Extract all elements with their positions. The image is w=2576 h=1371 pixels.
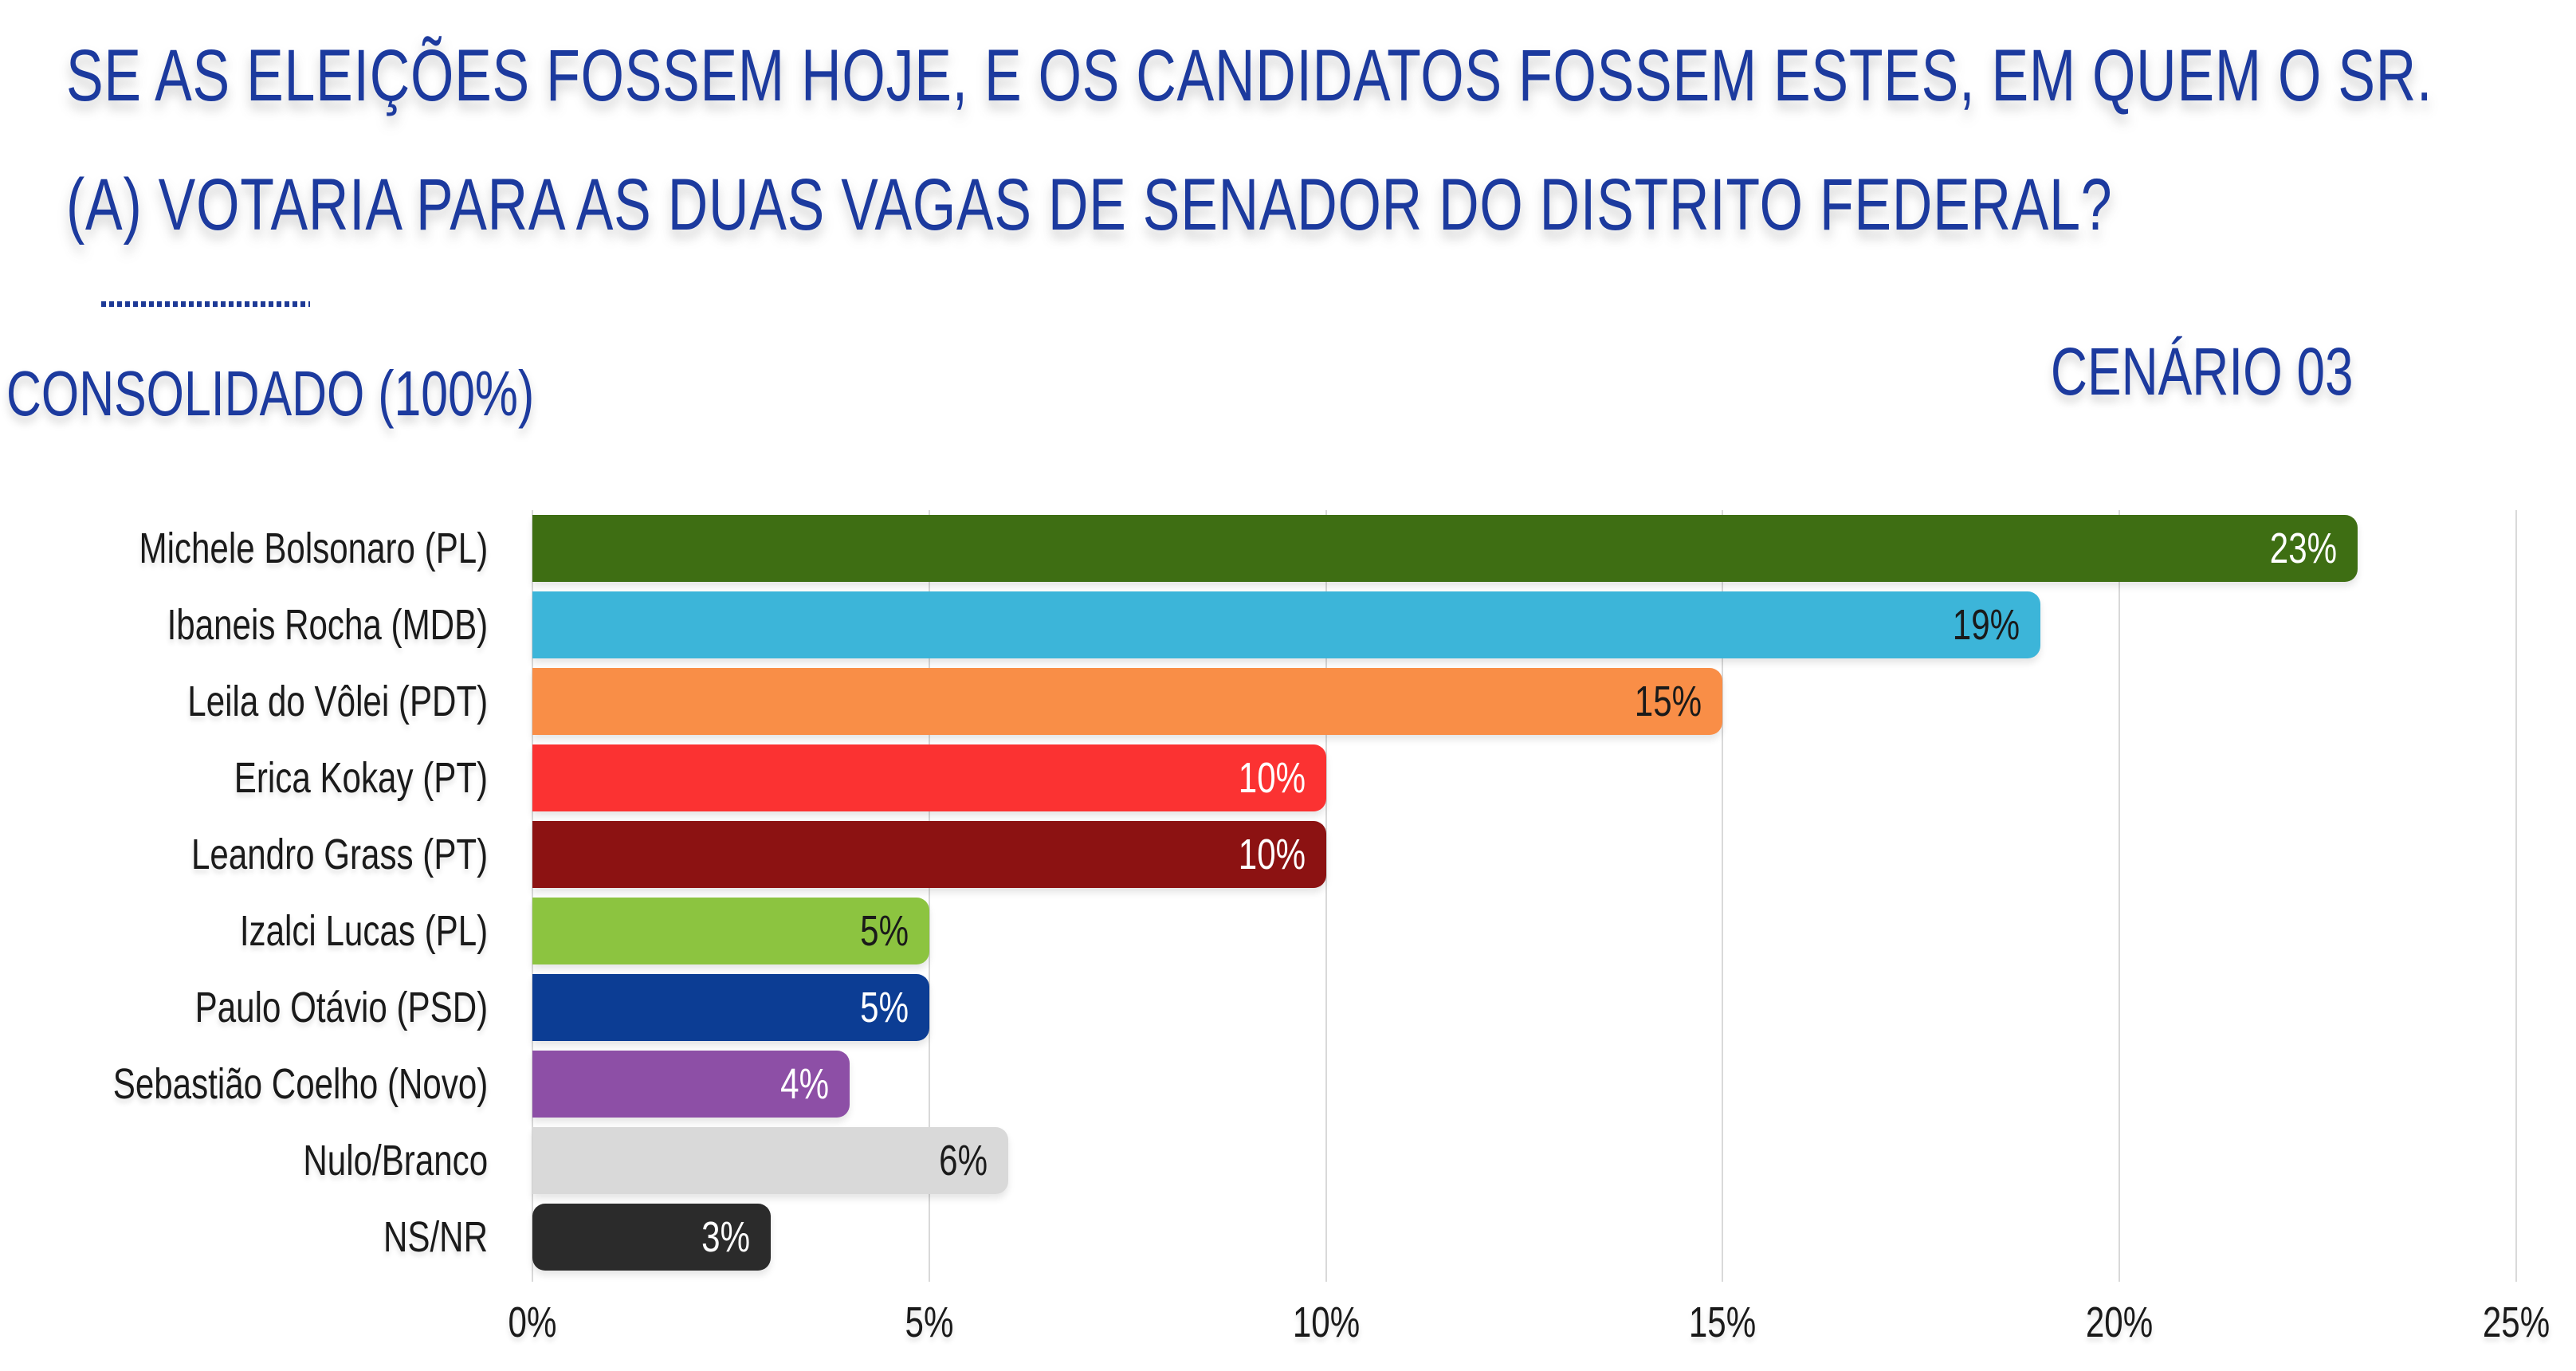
page-title: SE AS ELEIÇÕES FOSSEM HOJE, E OS CANDIDA… [66,11,2576,269]
page-title-line-1: SE AS ELEIÇÕES FOSSEM HOJE, E OS CANDIDA… [66,35,2433,116]
bar-row: 3% [532,1199,2516,1275]
x-tick-label: 10% [1292,1298,1360,1346]
consolidated-label: CONSOLIDADO (100%) [6,358,535,429]
category-labels-column: Michele Bolsonaro (PL) Ibaneis Rocha (MDB… [0,510,488,1275]
x-tick-label: 20% [2086,1298,2154,1346]
bar: 19% [532,591,2040,658]
bar-value-label: 5% [859,907,909,955]
x-tick-label: 25% [2482,1298,2550,1346]
bar-row: 10% [532,816,2516,893]
bar-value-label: 19% [1952,601,2020,649]
gridline [2119,510,2121,1282]
bar: 10% [532,744,1326,811]
bar: 5% [532,974,929,1041]
category-label: Leandro Grass (PT) [190,831,488,878]
scenario-label: CENÁRIO 03 [2050,334,2353,409]
bar-row: 15% [532,663,2516,740]
plot-area: 23% 19% 15% 10% 10% 5% 5% 4% 6% 3% [532,510,2517,1282]
gridline [532,510,533,1282]
x-tick-label: 5% [905,1298,954,1346]
bar-value-label: 3% [701,1213,750,1261]
bar-row: 5% [532,969,2516,1046]
bar-value-label: 10% [1238,754,1306,802]
category-label: Paulo Otávio (PSD) [194,984,488,1031]
bar: 5% [532,898,929,964]
bar: 6% [532,1127,1009,1194]
category-label: Izalci Lucas (PL) [239,907,488,955]
category-label: Ibaneis Rocha (MDB) [167,601,488,649]
gridline [1325,510,1327,1282]
bar-row: 4% [532,1046,2516,1122]
category-label: Erica Kokay (PT) [234,754,488,802]
x-tick-label: 15% [1689,1298,1757,1346]
bar-value-label: 23% [2269,524,2337,572]
bar-value-label: 4% [780,1060,830,1108]
category-label: Sebastião Coelho (Novo) [112,1060,488,1108]
bar-value-label: 6% [939,1137,988,1184]
category-label: Michele Bolsonaro (PL) [139,524,488,572]
bar: 15% [532,668,1723,735]
category-label: Nulo/Branco [303,1137,488,1184]
category-label: Leila do Vôlei (PDT) [187,678,488,725]
bar-row: 10% [532,740,2516,816]
x-tick-label: 0% [508,1298,557,1346]
category-label: NS/NR [383,1213,488,1261]
bar-row: 5% [532,893,2516,969]
dotted-divider [101,301,310,307]
page-title-line-2: (A) VOTARIA PARA AS DUAS VAGAS DE SENADO… [66,164,2113,246]
bar-row: 23% [532,510,2516,587]
bar-row: 6% [532,1122,2516,1199]
x-axis: 0% 5% 10% 15% 20% 25% [509,1287,2550,1358]
gridline [928,510,930,1282]
gridline [1722,510,1724,1282]
bar-value-label: 5% [859,984,909,1031]
bar: 3% [532,1204,771,1271]
bar-value-label: 10% [1238,831,1306,878]
bar-row: 19% [532,587,2516,663]
gridline [2515,510,2517,1282]
bar: 23% [532,515,2358,582]
bar-value-label: 15% [1635,678,1702,725]
bar: 10% [532,821,1326,888]
bar: 4% [532,1051,850,1118]
